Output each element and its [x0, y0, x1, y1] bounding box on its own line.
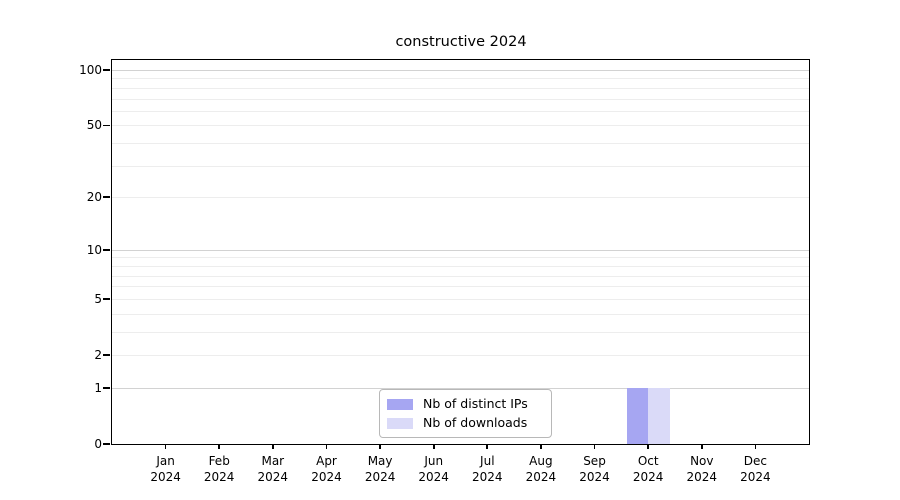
gridline-major — [112, 249, 809, 251]
x-tick-label: Jun 2024 — [418, 454, 449, 484]
gridline-minor — [112, 313, 809, 315]
x-tick-label: Jan 2024 — [150, 454, 181, 484]
y-tick-mark — [103, 443, 110, 445]
x-tick-label: Apr 2024 — [311, 454, 342, 484]
x-tick-mark — [218, 444, 221, 449]
y-tick-label: 50 — [86, 118, 102, 133]
x-tick-mark — [432, 444, 435, 449]
x-tick-label: May 2024 — [364, 454, 396, 484]
gridline-minor — [112, 110, 809, 112]
bar-nb-of-downloads — [648, 387, 670, 444]
legend: Nb of distinct IPs Nb of downloads — [379, 389, 552, 438]
gridline-minor — [112, 87, 809, 89]
y-tick-label: 5 — [94, 291, 102, 306]
gridline-minor — [112, 257, 809, 259]
legend-label-distinct-ips: Nb of distinct IPs — [423, 396, 528, 411]
y-tick-label: 0 — [94, 437, 102, 451]
x-tick-mark — [379, 444, 381, 449]
gridline-minor — [112, 98, 809, 100]
legend-entry-downloads: Nb of downloads — [380, 415, 551, 432]
x-tick-mark — [164, 444, 167, 449]
x-tick-mark — [540, 444, 542, 449]
gridline-minor — [112, 275, 809, 277]
gridline-minor — [112, 331, 809, 333]
y-tick-mark — [103, 69, 110, 71]
x-tick-mark — [486, 444, 489, 449]
x-tick-mark — [647, 444, 650, 449]
y-tick-label: 1 — [94, 380, 102, 395]
y-tick-label: 2 — [94, 348, 102, 362]
x-tick-label: Aug 2024 — [525, 454, 557, 484]
x-tick-label: Oct 2024 — [632, 454, 664, 484]
gridline-minor — [112, 78, 809, 80]
y-tick-label: 100 — [79, 63, 102, 77]
legend-label-downloads: Nb of downloads — [423, 415, 528, 430]
y-tick-mark — [103, 196, 110, 199]
gridline-minor — [112, 125, 809, 127]
x-tick-label: Dec 2024 — [740, 454, 771, 484]
y-tick-mark — [103, 248, 110, 251]
bar-nb-of-distinct-ips — [626, 387, 649, 444]
legend-swatch-downloads-icon — [387, 417, 413, 429]
gridline-major — [112, 70, 809, 71]
legend-swatch-distinct-ips-icon — [387, 398, 413, 410]
plot-area: 0 1 2 5 10 20 50 100 Jan 2024 Feb 2024 Mar 2024 Apr… — [79, 59, 810, 484]
gridline-minor — [112, 197, 809, 199]
chart-title: constructive 2024 — [395, 34, 527, 50]
gridline-minor — [112, 298, 809, 300]
y-tick-label: 10 — [86, 242, 102, 257]
x-tick-label: Sep 2024 — [579, 454, 610, 484]
gridline-minor — [112, 355, 809, 356]
x-tick-label: Jul 2024 — [472, 454, 503, 484]
x-tick-mark — [593, 444, 596, 449]
x-tick-label: Mar 2024 — [257, 454, 289, 484]
y-tick-label: 20 — [86, 190, 102, 205]
gridline-minor — [112, 286, 809, 288]
y-tick-mark — [103, 297, 110, 300]
legend-entry-distinct-ips: Nb of distinct IPs — [380, 396, 551, 413]
y-tick-mark — [103, 124, 110, 127]
x-tick-mark — [271, 444, 274, 449]
x-tick-label: Feb 2024 — [203, 454, 235, 484]
y-tick-mark — [103, 386, 110, 389]
gridline-minor — [112, 143, 809, 145]
x-tick-mark — [325, 444, 328, 449]
gridline-minor — [112, 265, 809, 267]
y-tick-mark — [103, 354, 110, 356]
gridline-minor — [112, 165, 809, 167]
x-tick-mark — [754, 444, 757, 449]
x-tick-label: Nov 2024 — [686, 454, 718, 484]
x-tick-mark — [700, 444, 703, 449]
